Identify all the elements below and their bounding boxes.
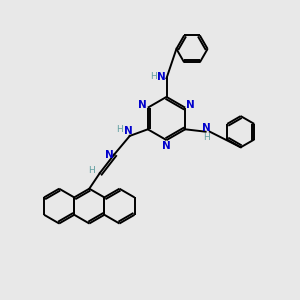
Text: N: N: [186, 100, 195, 110]
Text: N: N: [157, 72, 166, 82]
Text: H: H: [116, 125, 123, 134]
Text: N: N: [162, 141, 171, 151]
Text: H: H: [203, 133, 210, 142]
Text: N: N: [202, 123, 211, 133]
Text: N: N: [105, 150, 114, 160]
Text: N: N: [124, 125, 132, 136]
Text: H: H: [88, 166, 95, 175]
Text: H: H: [150, 72, 157, 81]
Text: N: N: [138, 100, 147, 110]
